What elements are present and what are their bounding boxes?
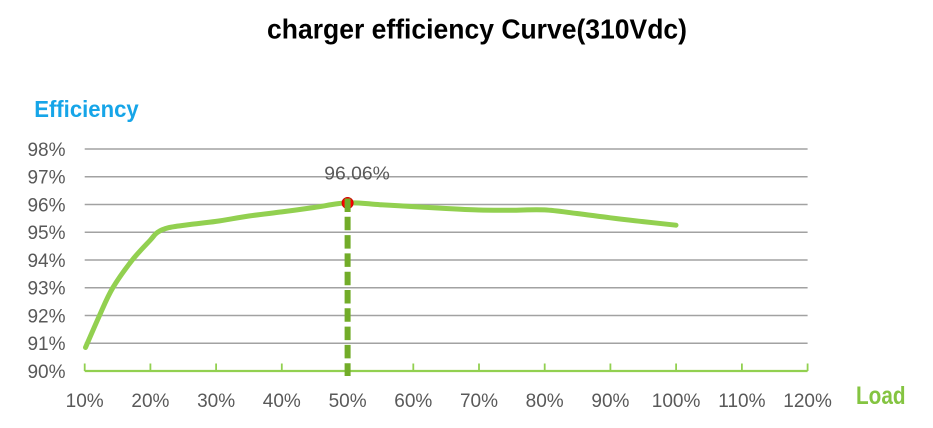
svg-text:30%: 30% bbox=[197, 391, 235, 412]
svg-text:70%: 70% bbox=[460, 391, 498, 412]
svg-text:10%: 10% bbox=[66, 391, 104, 412]
svg-text:100%: 100% bbox=[652, 391, 701, 412]
svg-text:Efficiency: Efficiency bbox=[34, 96, 139, 122]
svg-text:80%: 80% bbox=[526, 391, 564, 412]
svg-text:92%: 92% bbox=[27, 306, 65, 327]
svg-text:98%: 98% bbox=[27, 140, 65, 161]
svg-text:93%: 93% bbox=[27, 279, 65, 300]
svg-text:94%: 94% bbox=[27, 251, 65, 272]
svg-text:95%: 95% bbox=[27, 223, 65, 244]
svg-text:96.06%: 96.06% bbox=[324, 163, 390, 184]
svg-text:60%: 60% bbox=[394, 391, 432, 412]
svg-text:91%: 91% bbox=[27, 334, 65, 355]
svg-text:charger efficiency Curve(310Vd: charger efficiency Curve(310Vdc) bbox=[267, 13, 687, 44]
svg-text:90%: 90% bbox=[591, 391, 629, 412]
svg-text:97%: 97% bbox=[27, 168, 65, 189]
svg-text:50%: 50% bbox=[329, 391, 367, 412]
svg-text:Load: Load bbox=[856, 382, 906, 410]
svg-text:90%: 90% bbox=[27, 362, 65, 383]
svg-text:40%: 40% bbox=[263, 391, 301, 412]
svg-text:20%: 20% bbox=[131, 391, 169, 412]
svg-text:96%: 96% bbox=[27, 195, 65, 216]
svg-text:110%: 110% bbox=[718, 391, 765, 412]
svg-text:120%: 120% bbox=[783, 391, 832, 412]
